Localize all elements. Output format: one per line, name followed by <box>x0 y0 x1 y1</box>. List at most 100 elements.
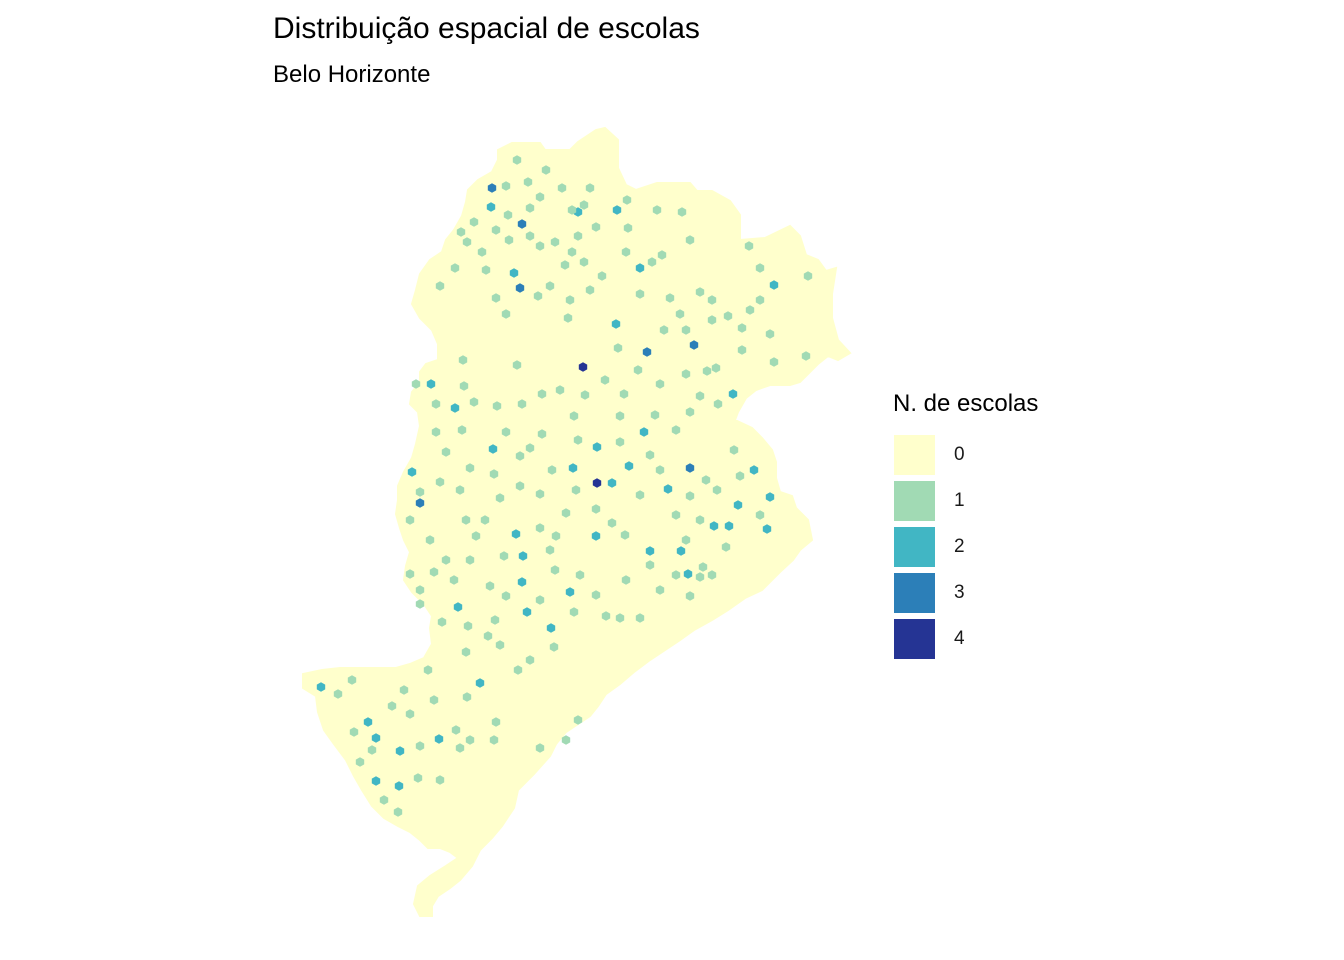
hex-cell-1 <box>456 227 466 237</box>
hex-cell-2 <box>395 746 405 756</box>
hex-cell-1 <box>744 241 754 251</box>
hex-cell-1 <box>462 692 472 702</box>
hex-cell-2 <box>762 524 772 534</box>
hex-cell-1 <box>695 287 705 297</box>
hex-cell-1 <box>560 260 570 270</box>
hex-cell-1 <box>671 425 681 435</box>
hex-cell-1 <box>613 343 623 353</box>
hex-cell-2 <box>475 678 485 688</box>
hex-cell-1 <box>429 567 439 577</box>
hex-cell-1 <box>465 555 475 565</box>
hex-cell-1 <box>512 155 522 165</box>
hex-cell-1 <box>469 217 479 227</box>
hex-cell-1 <box>463 621 473 631</box>
hex-cell-1 <box>483 631 493 641</box>
hex-cell-2 <box>426 379 436 389</box>
hex-cell-1 <box>504 235 514 245</box>
hex-cell-1 <box>712 485 722 495</box>
hex-cell-4 <box>592 478 602 488</box>
hex-cell-2 <box>568 463 578 473</box>
hex-cell-1 <box>620 530 630 540</box>
hex-cell-1 <box>695 391 705 401</box>
legend-label-4: 4 <box>954 628 965 649</box>
hex-cell-1 <box>681 369 691 379</box>
legend-item-2: 2 <box>893 524 1038 570</box>
hex-cell-1 <box>737 345 747 355</box>
hex-cell-2 <box>371 733 381 743</box>
hex-cell-1 <box>607 518 617 528</box>
hex-cell-1 <box>557 183 567 193</box>
hex-cell-1 <box>647 257 657 267</box>
hex-cell-1 <box>489 469 499 479</box>
hex-cell-1 <box>393 807 403 817</box>
hex-cell-1 <box>755 295 765 305</box>
hex-cell-1 <box>515 451 525 461</box>
hex-cell-2 <box>522 607 532 617</box>
hex-cell-1 <box>461 515 471 525</box>
hex-cell-1 <box>503 210 513 220</box>
hex-cell-1 <box>567 205 577 215</box>
hex-cell-1 <box>803 271 813 281</box>
hex-cell-1 <box>695 515 705 525</box>
map-subtitle: Belo Horizonte <box>273 61 431 88</box>
hex-cell-1 <box>565 295 575 305</box>
hex-cell-1 <box>535 192 545 202</box>
hex-cell-3 <box>685 463 695 473</box>
hex-cell-1 <box>633 365 643 375</box>
hex-cell-1 <box>561 735 571 745</box>
hex-cell-2 <box>565 587 575 597</box>
hex-cell-1 <box>387 701 397 711</box>
hex-cell-1 <box>541 165 551 175</box>
hex-cell-1 <box>702 366 712 376</box>
hex-cell-2 <box>509 268 519 278</box>
hex-cell-1 <box>645 560 655 570</box>
hex-cell-1 <box>435 477 445 487</box>
hex-cell-1 <box>431 399 441 409</box>
legend-item-3: 3 <box>893 570 1038 616</box>
hex-cell-1 <box>525 231 535 241</box>
hex-cell-1 <box>545 545 555 555</box>
legend-label-2: 2 <box>954 536 965 557</box>
hex-cell-4 <box>578 362 588 372</box>
hex-cell-2 <box>769 280 779 290</box>
hex-cell-1 <box>435 775 445 785</box>
hex-cell-1 <box>591 504 601 514</box>
hex-cell-1 <box>437 617 447 627</box>
hex-cell-1 <box>489 735 499 745</box>
hex-cell-1 <box>665 293 675 303</box>
hex-cell-2 <box>709 521 719 531</box>
hex-cell-1 <box>801 351 811 361</box>
hex-cell-1 <box>499 551 509 561</box>
legend-swatch-0 <box>893 434 936 476</box>
hex-cell-1 <box>485 581 495 591</box>
hex-cell-1 <box>405 709 415 719</box>
hex-cell-1 <box>561 508 571 518</box>
legend-item-0: 0 <box>893 432 1038 478</box>
legend-label-1: 1 <box>954 490 965 511</box>
hex-cell-1 <box>681 535 691 545</box>
hex-cell-2 <box>724 521 734 531</box>
hex-cell-1 <box>477 247 487 257</box>
city-boundary <box>302 126 852 917</box>
hex-cell-1 <box>645 450 655 460</box>
hex-cell-1 <box>461 647 471 657</box>
legend-swatch-4 <box>893 618 936 660</box>
hex-cell-1 <box>379 795 389 805</box>
hex-cell-1 <box>551 531 561 541</box>
hex-cell-1 <box>580 390 590 400</box>
hex-cell-1 <box>711 363 721 373</box>
hex-cell-1 <box>615 437 625 447</box>
hex-cell-1 <box>429 695 439 705</box>
hex-cell-3 <box>517 219 527 229</box>
hex-cell-1 <box>723 311 733 321</box>
hex-cell-1 <box>671 510 681 520</box>
hex-cell-2 <box>683 569 693 579</box>
hex-cell-1 <box>435 281 445 291</box>
hex-cell-2 <box>363 717 373 727</box>
hex-cell-1 <box>619 389 629 399</box>
hex-cell-1 <box>525 203 535 213</box>
hex-cell-1 <box>465 463 475 473</box>
hex-cell-1 <box>737 323 747 333</box>
hex-cell-2 <box>371 776 381 786</box>
